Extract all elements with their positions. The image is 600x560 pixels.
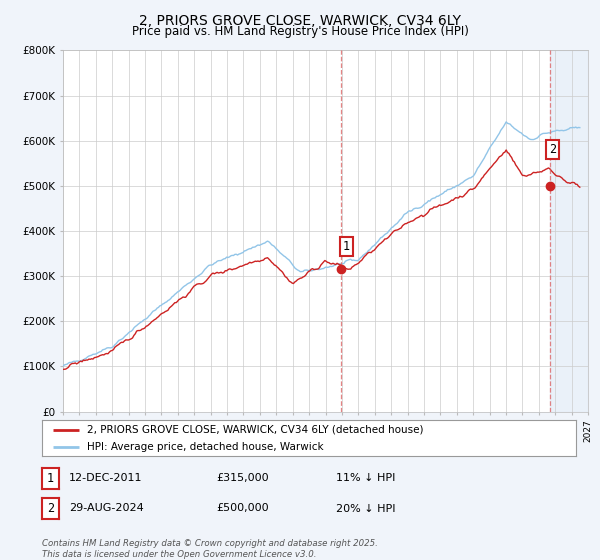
Text: 11% ↓ HPI: 11% ↓ HPI [336, 473, 395, 483]
Text: 1: 1 [343, 240, 350, 253]
Text: Contains HM Land Registry data © Crown copyright and database right 2025.
This d: Contains HM Land Registry data © Crown c… [42, 539, 378, 559]
Text: Price paid vs. HM Land Registry's House Price Index (HPI): Price paid vs. HM Land Registry's House … [131, 25, 469, 38]
Text: £315,000: £315,000 [216, 473, 269, 483]
Text: £500,000: £500,000 [216, 503, 269, 514]
Text: 2: 2 [47, 502, 54, 515]
Text: 1: 1 [47, 472, 54, 485]
Bar [550, 50, 588, 412]
Text: 12-DEC-2011: 12-DEC-2011 [69, 473, 143, 483]
Text: 2, PRIORS GROVE CLOSE, WARWICK, CV34 6LY (detached house): 2, PRIORS GROVE CLOSE, WARWICK, CV34 6LY… [88, 425, 424, 435]
Text: 20% ↓ HPI: 20% ↓ HPI [336, 503, 395, 514]
Text: 29-AUG-2024: 29-AUG-2024 [69, 503, 144, 514]
Text: 2: 2 [550, 143, 556, 156]
Text: 2, PRIORS GROVE CLOSE, WARWICK, CV34 6LY: 2, PRIORS GROVE CLOSE, WARWICK, CV34 6LY [139, 14, 461, 28]
Text: HPI: Average price, detached house, Warwick: HPI: Average price, detached house, Warw… [88, 442, 324, 452]
